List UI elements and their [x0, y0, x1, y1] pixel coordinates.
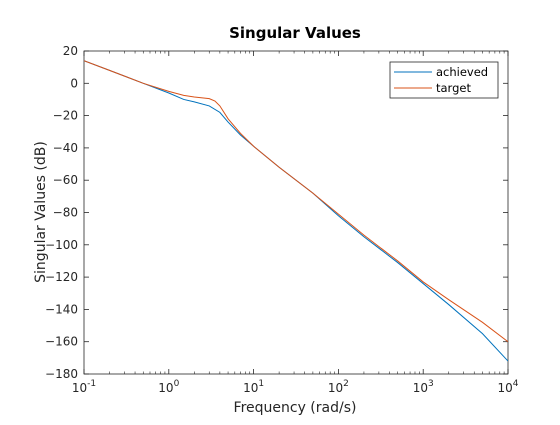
legend-box [389, 61, 499, 99]
y-tick-label: −60 [53, 173, 78, 187]
plot-area: 10-1 100 101 102 103 104 20 0 −20 −40 −60 −80 −100 −1… [45, 44, 519, 395]
x-tick-label: 10-1 [72, 379, 96, 395]
y-tick-label: −120 [45, 270, 78, 284]
chart-title: Singular Values [229, 24, 361, 42]
y-axis-label: Singular Values (dB) [33, 141, 49, 283]
legend-label-achieved: achieved [436, 65, 488, 79]
y-tick-label: −160 [45, 335, 78, 349]
x-tick-label: 101 [243, 379, 264, 395]
series-line-achieved [84, 60, 508, 362]
x-tick-label: 103 [413, 379, 434, 395]
y-tick-label: −20 [53, 109, 78, 123]
y-tick-label: −40 [53, 141, 78, 155]
y-tick-label: −80 [53, 206, 78, 220]
series-line-target [84, 60, 508, 343]
x-axis-label: Frequency (rad/s) [234, 400, 357, 416]
y-tick-label: 0 [70, 76, 78, 90]
legend-label-target: target [436, 81, 471, 95]
axes-box [83, 50, 509, 375]
y-tick-label: −100 [45, 238, 78, 252]
x-tick-label: 100 [158, 379, 179, 395]
y-tick-label: 20 [63, 44, 78, 58]
x-tick-label: 102 [328, 379, 349, 395]
x-tick-label: 104 [497, 379, 518, 395]
y-tick-label: −140 [45, 302, 78, 316]
y-tick-label: −180 [45, 367, 78, 381]
legend: achieved target [389, 61, 499, 99]
